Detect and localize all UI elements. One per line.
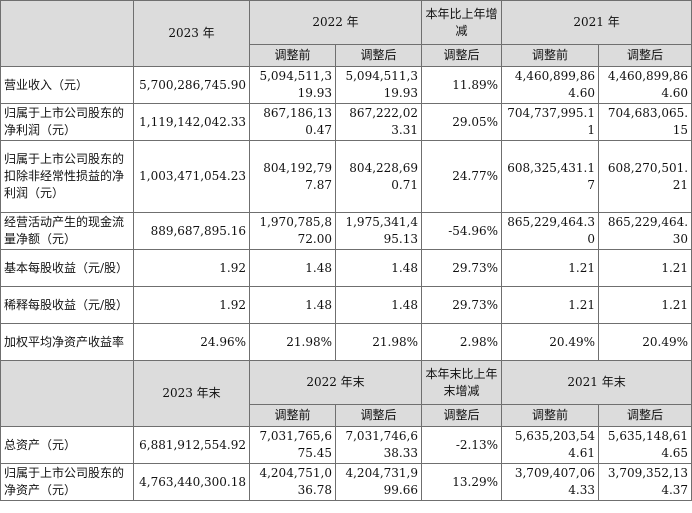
- value-2022-after: 804,228,690.71: [334, 140, 423, 213]
- row-label: 归属于上市公司股东的净利润（元）: [0, 103, 134, 141]
- value-2023: 1,119,142,042.33: [133, 103, 250, 141]
- value-2021-after: 3,709,352,134.37: [598, 463, 692, 501]
- value-yoy: 29.73%: [421, 249, 503, 287]
- value-2022-after: 7,031,746,638.33: [334, 426, 423, 464]
- subheader-2022-end-after: 调整后: [334, 404, 423, 427]
- value-2021-before: 704,737,995.11: [501, 103, 600, 141]
- value-2023: 1.92: [133, 249, 250, 287]
- header-2021: 2021 年: [501, 0, 692, 45]
- row-label: 稀释每股收益（元/股）: [0, 286, 134, 324]
- subheader-2021-after: 调整后: [598, 44, 692, 67]
- header-yoy: 本年比上年增减: [421, 0, 503, 45]
- subheader-2021-end-before: 调整前: [501, 404, 600, 427]
- header-corner: [0, 0, 134, 67]
- header-2022-end: 2022 年末: [248, 360, 423, 405]
- value-yoy: -54.96%: [421, 212, 503, 250]
- header-2021-end: 2021 年末: [501, 360, 692, 405]
- value-2022-before: 4,204,751,036.78: [249, 463, 336, 501]
- value-2021-after: 1.21: [598, 286, 692, 324]
- value-2021-before: 865,229,464.30: [501, 212, 600, 250]
- row-label: 营业收入（元）: [0, 66, 134, 104]
- financial-summary-table: 2023 年 2022 年 本年比上年增减 2021 年 调整前 调整后 调整后…: [0, 0, 692, 501]
- value-2022-before: 804,192,797.87: [249, 140, 336, 213]
- header-2022: 2022 年: [248, 0, 423, 45]
- value-2021-before: 4,460,899,864.60: [501, 66, 600, 104]
- row-label: 归属于上市公司股东的净资产（元）: [0, 463, 134, 501]
- row-label: 经营活动产生的现金流量净额（元）: [0, 212, 134, 250]
- table-row: 基本每股收益（元/股） 1.92 1.48 1.48 29.73% 1.21 1…: [0, 249, 692, 287]
- value-2022-before: 21.98%: [249, 323, 336, 361]
- value-2021-after: 704,683,065.15: [598, 103, 692, 141]
- value-2022-before: 867,186,130.47: [249, 103, 336, 141]
- value-2021-after: 865,229,464.30: [598, 212, 692, 250]
- value-2021-before: 608,325,431.17: [501, 140, 600, 213]
- row-label: 总资产（元）: [0, 426, 134, 464]
- value-2023: 24.96%: [133, 323, 250, 361]
- value-2021-after: 608,270,501.21: [598, 140, 692, 213]
- value-2021-before: 3,709,407,064.33: [501, 463, 600, 501]
- value-2023: 4,763,440,300.18: [133, 463, 250, 501]
- value-2022-after: 4,204,731,999.66: [334, 463, 423, 501]
- value-yoy: 2.98%: [421, 323, 503, 361]
- subheader-2022-end-before: 调整前: [249, 404, 336, 427]
- value-2023: 1,003,471,054.23: [133, 140, 250, 213]
- row-label: 加权平均净资产收益率: [0, 323, 134, 361]
- value-2022-after: 867,222,023.31: [334, 103, 423, 141]
- value-2023: 1.92: [133, 286, 250, 324]
- table-row: 归属于上市公司股东的扣除非经常性损益的净利润（元） 1,003,471,054.…: [0, 140, 692, 213]
- value-2022-after: 5,094,511,319.93: [334, 66, 423, 104]
- value-2023: 6,881,912,554.92: [133, 426, 250, 464]
- subheader-2021-before: 调整前: [501, 44, 600, 67]
- header-2023-end: 2023 年末: [133, 360, 250, 427]
- value-2022-after: 21.98%: [334, 323, 423, 361]
- value-yoy: -2.13%: [421, 426, 503, 464]
- value-2022-before: 1.48: [249, 286, 336, 324]
- value-2022-before: 1,970,785,872.00: [249, 212, 336, 250]
- value-yoy: 24.77%: [421, 140, 503, 213]
- value-2021-before: 5,635,203,544.61: [501, 426, 600, 464]
- subheader-2022-before: 调整前: [249, 44, 336, 67]
- table-row: 营业收入（元） 5,700,286,745.90 5,094,511,319.9…: [0, 66, 692, 104]
- value-yoy: 11.89%: [421, 66, 503, 104]
- row-label: 归属于上市公司股东的扣除非经常性损益的净利润（元）: [0, 140, 134, 213]
- subheader-yoy-end-after: 调整后: [421, 404, 503, 427]
- table-row: 稀释每股收益（元/股） 1.92 1.48 1.48 29.73% 1.21 1…: [0, 286, 692, 324]
- value-2021-before: 20.49%: [501, 323, 600, 361]
- subheader-2022-after: 调整后: [334, 44, 423, 67]
- value-2022-after: 1.48: [334, 286, 423, 324]
- subheader-2021-end-after: 调整后: [598, 404, 692, 427]
- table-row: 归属于上市公司股东的净资产（元） 4,763,440,300.18 4,204,…: [0, 463, 692, 501]
- value-2023: 5,700,286,745.90: [133, 66, 250, 104]
- subheader-yoy-after: 调整后: [421, 44, 503, 67]
- value-2021-after: 1.21: [598, 249, 692, 287]
- value-2021-after: 5,635,148,614.65: [598, 426, 692, 464]
- value-yoy: 13.29%: [421, 463, 503, 501]
- header-corner-2: [0, 360, 134, 427]
- value-2023: 889,687,895.16: [133, 212, 250, 250]
- value-yoy: 29.05%: [421, 103, 503, 141]
- value-2021-before: 1.21: [501, 286, 600, 324]
- table-row: 加权平均净资产收益率 24.96% 21.98% 21.98% 2.98% 20…: [0, 323, 692, 361]
- header-2023: 2023 年: [133, 0, 250, 67]
- table-row: 经营活动产生的现金流量净额（元） 889,687,895.16 1,970,78…: [0, 212, 692, 250]
- table-row: 归属于上市公司股东的净利润（元） 1,119,142,042.33 867,18…: [0, 103, 692, 141]
- table-row: 总资产（元） 6,881,912,554.92 7,031,765,675.45…: [0, 426, 692, 464]
- header-yoy-end: 本年末比上年末增减: [421, 360, 503, 405]
- value-2022-before: 5,094,511,319.93: [249, 66, 336, 104]
- value-2021-before: 1.21: [501, 249, 600, 287]
- value-2022-before: 1.48: [249, 249, 336, 287]
- value-2021-after: 20.49%: [598, 323, 692, 361]
- value-yoy: 29.73%: [421, 286, 503, 324]
- value-2021-after: 4,460,899,864.60: [598, 66, 692, 104]
- value-2022-after: 1.48: [334, 249, 423, 287]
- row-label: 基本每股收益（元/股）: [0, 249, 134, 287]
- value-2022-before: 7,031,765,675.45: [249, 426, 336, 464]
- value-2022-after: 1,975,341,495.13: [334, 212, 423, 250]
